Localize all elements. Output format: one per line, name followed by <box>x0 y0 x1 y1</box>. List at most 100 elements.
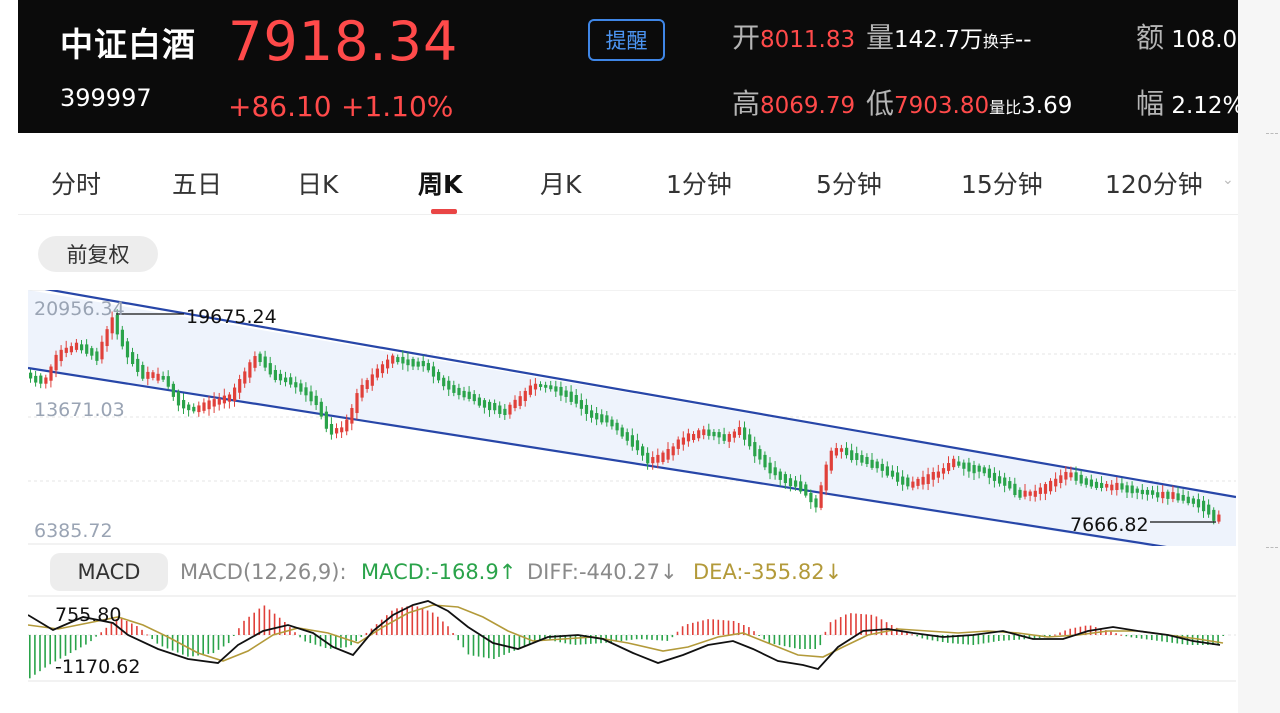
tab-5min[interactable]: 5分钟 <box>816 170 882 199</box>
macd-histogram-bar <box>1120 634 1122 636</box>
candle-body <box>702 429 706 436</box>
candle-body <box>799 481 803 492</box>
candle-body <box>64 347 68 353</box>
tab-1min[interactable]: 1分钟 <box>666 170 732 199</box>
candle-body <box>947 463 951 471</box>
candle-body <box>743 427 747 440</box>
macd-histogram-bar <box>763 635 765 640</box>
channel-upper-line <box>44 290 1236 499</box>
candle-body <box>656 454 660 463</box>
candle-body <box>284 377 288 383</box>
tab-five-day[interactable]: 五日 <box>172 170 223 199</box>
macd-histogram-bar <box>335 635 337 649</box>
macd-histogram-bar <box>498 635 500 657</box>
macd-histogram-bar <box>304 635 306 642</box>
macd-histogram-bar <box>590 635 592 644</box>
candle-body <box>452 385 456 393</box>
macd-histogram-bar <box>819 635 822 646</box>
candle-body <box>1018 489 1022 498</box>
volume-label: 量 <box>866 21 895 54</box>
macd-histogram-bar <box>901 630 903 635</box>
macd-histogram-bar <box>758 635 760 636</box>
candle-body <box>1049 480 1053 492</box>
macd-histogram-bar <box>523 635 526 647</box>
macd-histogram-bar <box>74 635 77 651</box>
candle-body <box>1191 498 1195 504</box>
candle-body <box>722 434 726 441</box>
index-name: 中证白酒 <box>60 25 196 64</box>
macd-histogram-bar <box>595 635 597 644</box>
macd-histogram-bar <box>794 635 796 649</box>
macd-histogram-bar <box>610 635 612 643</box>
candle-body <box>579 400 583 409</box>
tab-120min[interactable]: 120分钟 <box>1105 170 1203 199</box>
candle-body <box>253 356 257 368</box>
indicator-select-button[interactable]: MACD <box>50 553 168 591</box>
macd-histogram-bar <box>926 635 929 640</box>
macd-histogram-bar <box>1181 635 1184 645</box>
macd-histogram-bar <box>197 635 199 656</box>
remind-button[interactable]: 提醒 <box>588 19 665 61</box>
price-adjust-button[interactable]: 前复权 <box>38 236 158 272</box>
high-stat: 高8069.79 <box>732 82 855 122</box>
macd-chart[interactable]: 755.80 -1170.62 <box>28 595 1236 685</box>
candle-body <box>141 364 145 379</box>
macd-histogram-bar <box>258 608 261 635</box>
macd-histogram-bar <box>151 635 153 640</box>
candle-body <box>737 427 742 436</box>
tab-intraday[interactable]: 分时 <box>51 170 102 199</box>
candle-body <box>1094 481 1099 488</box>
candle-body <box>59 349 63 362</box>
candle-body <box>421 360 425 367</box>
kline-chart[interactable]: 20956.34 13671.03 6385.72 19675.24 7666.… <box>28 290 1236 546</box>
candle-body <box>1100 482 1104 488</box>
candle-body <box>768 462 772 474</box>
candle-body <box>375 368 379 378</box>
macd-histogram-bar <box>916 635 918 637</box>
macd-histogram-bar <box>1084 625 1087 635</box>
tab-daily-k[interactable]: 日K <box>297 170 339 199</box>
tab-monthly-k[interactable]: 月K <box>540 170 582 199</box>
macd-histogram-bar <box>896 627 898 635</box>
macd-histogram-bar <box>1151 635 1153 641</box>
macd-histogram-bar <box>95 635 97 637</box>
tab-15min[interactable]: 15分钟 <box>961 170 1043 199</box>
macd-histogram-bar <box>814 635 816 649</box>
candle-body <box>590 410 594 418</box>
candle-body <box>477 397 481 406</box>
candle-body <box>396 357 400 363</box>
candle-body <box>625 432 629 441</box>
candle-body <box>1003 477 1007 486</box>
chevron-down-icon[interactable]: ⌄ <box>1222 172 1234 188</box>
macd-histogram-bar <box>702 620 704 635</box>
candle-body <box>243 371 247 384</box>
tab-weekly-k[interactable]: 周K <box>418 170 463 199</box>
macd-histogram-bar <box>1094 627 1097 635</box>
macd-histogram-bar <box>54 635 57 662</box>
macd-histogram-bar <box>1059 632 1061 635</box>
macd-histogram-bar <box>416 606 419 635</box>
macd-histogram-bar <box>452 633 454 635</box>
macd-histogram-bar <box>176 635 179 653</box>
macd-histogram-bar <box>692 622 694 635</box>
candle-body <box>615 422 619 431</box>
candle-body <box>161 375 165 380</box>
macd-histogram-bar <box>962 635 964 645</box>
macd-histogram-bar <box>1079 626 1082 635</box>
macd-histogram-bar <box>1054 634 1056 636</box>
candle-body <box>442 377 446 387</box>
candle-body <box>187 404 191 411</box>
candle-body <box>819 485 823 508</box>
candle-body <box>1181 494 1185 501</box>
candle-body <box>686 433 691 442</box>
candle-body <box>136 358 140 372</box>
candle-body <box>401 356 405 364</box>
candle-body <box>462 390 466 398</box>
macd-histogram-bar <box>472 635 475 656</box>
macd-histogram-bar <box>248 616 250 635</box>
candle-body <box>717 432 721 438</box>
candle-body <box>340 427 344 433</box>
divider <box>1266 547 1278 548</box>
macd-histogram-bar <box>554 635 556 642</box>
candle-body <box>829 450 833 471</box>
